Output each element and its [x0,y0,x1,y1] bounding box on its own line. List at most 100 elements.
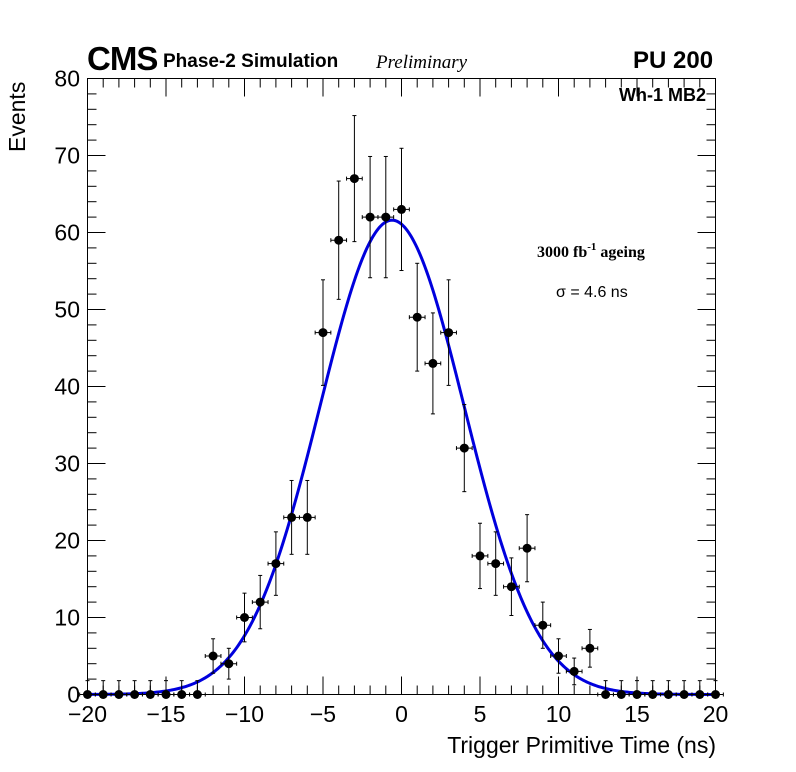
x-axis-label: Trigger Primitive Time (ns) [447,732,716,758]
y-axis-label: Events [4,82,30,152]
data-point [204,638,222,674]
data-marker [491,559,501,569]
data-point [298,479,316,555]
data-marker [663,690,673,699]
y-tick-label: 50 [54,297,80,323]
data-points-layer [79,115,724,699]
y-tick-label: 60 [54,220,80,246]
data-marker [161,690,171,699]
sigma-label: σ = 4.6 ns [556,284,628,301]
data-marker [130,690,140,699]
data-marker [444,328,454,338]
data-marker [679,690,689,699]
x-tick-label: −20 [68,701,107,727]
x-tick-label: 0 [395,701,408,727]
x-tick-label: 10 [546,701,572,727]
data-marker [538,620,548,630]
data-point [408,262,426,372]
simulation-label: Phase-2 Simulation [163,51,339,72]
data-marker [554,651,563,661]
data-point [675,680,693,699]
data-point [314,279,332,386]
data-marker [287,512,297,522]
y-tick-label: 80 [54,66,80,92]
experiment-label: CMS [87,40,158,77]
data-marker [302,512,312,522]
data-point [189,680,206,699]
data-point [157,680,175,699]
data-marker [192,690,202,699]
data-point [565,657,583,686]
data-marker [224,659,234,669]
data-point [79,680,96,699]
data-marker [459,443,469,453]
data-point [346,115,363,243]
data-marker [601,690,611,699]
y-tick-label: 20 [54,528,80,554]
data-point [361,155,379,279]
data-point [94,680,112,699]
data-marker [145,690,155,699]
data-marker [475,551,485,561]
data-marker [397,204,406,214]
preliminary-label: Preliminary [376,52,468,73]
data-point [707,680,724,699]
data-marker [648,690,658,699]
data-point [110,680,128,699]
x-tick-label: 5 [474,701,487,727]
ageing-value: 3000 fb [537,244,587,261]
data-marker [412,312,422,322]
data-marker [208,651,218,661]
data-marker [83,690,92,699]
data-point [330,180,348,300]
data-point [377,155,395,279]
x-tick-label: −15 [146,701,185,727]
data-marker [255,597,265,607]
data-marker [632,690,642,699]
x-tick-label: 15 [624,701,650,727]
pileup-label: PU 200 [633,47,714,74]
data-marker [349,174,359,184]
data-point [141,680,159,699]
data-marker [334,235,344,245]
ageing-word: ageing [600,244,644,261]
data-marker [365,212,375,222]
data-marker [271,559,281,569]
x-tick-label: −5 [310,701,336,727]
ageing-label: 3000 fb-1 ageing [537,241,645,261]
y-axis-tick-labels: 0 10 20 30 40 50 60 70 80 [54,66,80,708]
data-point [267,531,285,596]
data-marker [98,690,108,699]
data-point [424,312,442,415]
data-point [220,647,238,680]
y-tick-label: 10 [54,605,80,631]
data-marker [569,666,579,676]
data-marker [428,358,438,368]
data-marker [177,690,187,699]
data-marker [240,613,249,622]
data-point [126,680,143,699]
y-tick-label: 30 [54,451,80,477]
data-point [236,592,253,643]
data-marker [114,690,124,699]
data-point [550,638,567,674]
data-point [644,680,662,699]
data-point [518,514,536,583]
region-label: Wh-1 MB2 [619,85,706,105]
data-point [455,404,473,493]
y-tick-label: 40 [54,374,80,400]
data-point [628,680,646,699]
data-point [503,557,520,617]
x-tick-label: 20 [703,701,729,727]
data-marker [695,690,705,699]
data-point [471,522,489,590]
y-tick-label: 70 [54,143,80,169]
x-axis-tick-labels: −20 −15 −10 −5 0 5 10 15 20 [68,701,728,727]
data-marker [506,582,516,592]
data-point [534,601,552,649]
data-marker [381,212,391,222]
data-marker [616,690,626,699]
x-tick-label: −10 [225,701,264,727]
data-marker [522,543,532,553]
